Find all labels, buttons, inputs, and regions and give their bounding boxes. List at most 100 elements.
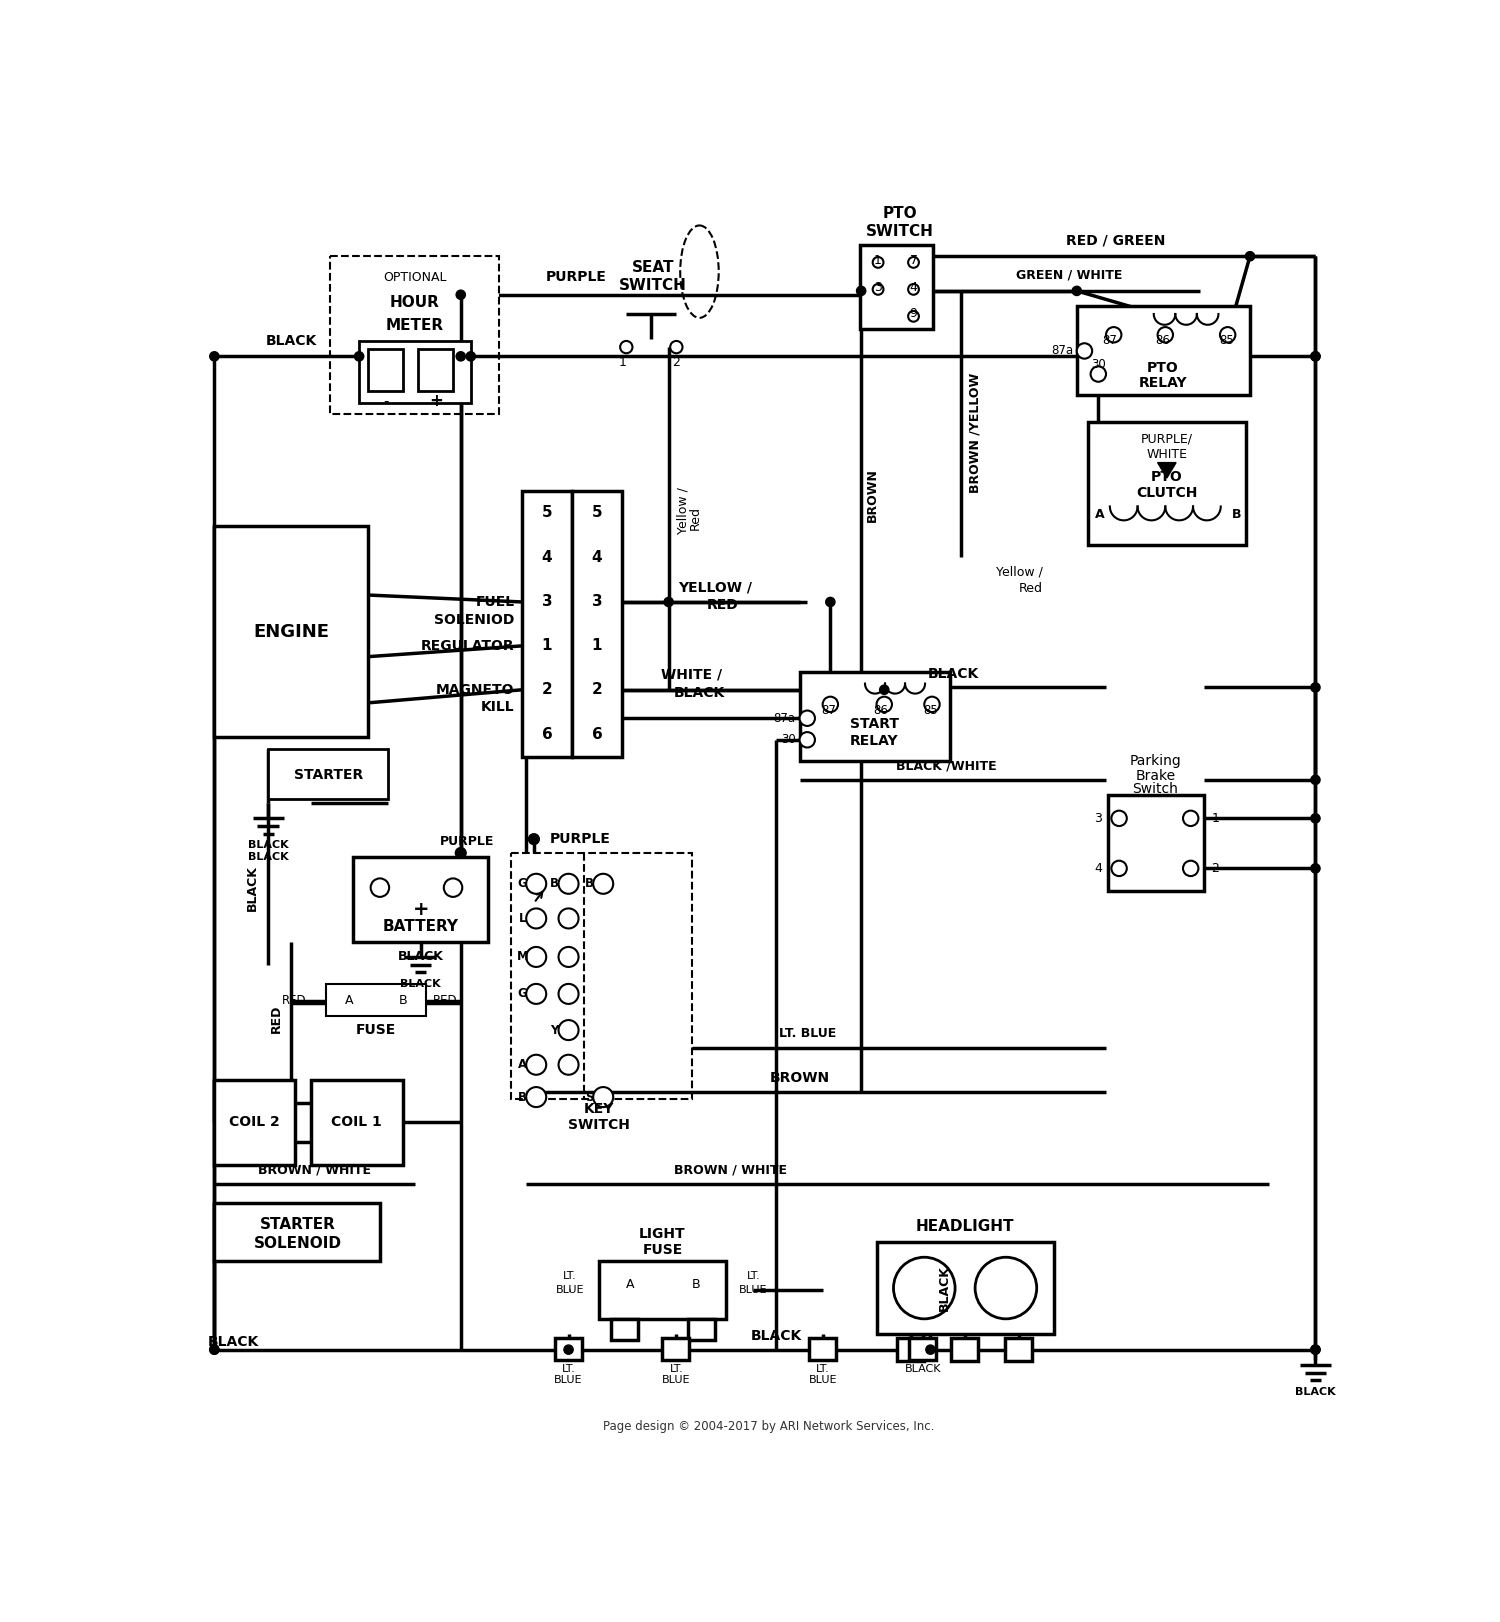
Circle shape <box>1311 683 1320 693</box>
Circle shape <box>1158 328 1173 342</box>
Text: B: B <box>518 1090 526 1103</box>
Text: MAGNETO: MAGNETO <box>436 683 514 697</box>
Text: 87: 87 <box>822 704 836 717</box>
Circle shape <box>1311 814 1320 822</box>
Text: BROWN / WHITE: BROWN / WHITE <box>674 1163 786 1176</box>
Text: FUSE: FUSE <box>356 1023 396 1036</box>
Bar <box>512 853 692 1100</box>
Text: A: A <box>626 1278 634 1291</box>
Circle shape <box>1311 865 1320 873</box>
Text: 85: 85 <box>922 704 938 717</box>
Circle shape <box>1311 352 1320 362</box>
Bar <box>808 1338 836 1359</box>
Bar <box>897 1338 924 1361</box>
Text: BLACK: BLACK <box>248 840 288 850</box>
Text: YELLOW /: YELLOW / <box>678 581 752 594</box>
Circle shape <box>526 1054 546 1075</box>
Text: BROWN: BROWN <box>770 1071 830 1085</box>
Circle shape <box>370 879 388 897</box>
Bar <box>1107 795 1204 892</box>
Text: SWITCH: SWITCH <box>865 224 933 238</box>
Bar <box>909 1338 936 1359</box>
Circle shape <box>1184 861 1198 876</box>
Circle shape <box>466 352 476 362</box>
Circle shape <box>444 879 462 897</box>
Text: LT.: LT. <box>561 1364 576 1374</box>
Circle shape <box>210 1345 219 1354</box>
Text: L: L <box>519 912 526 925</box>
Text: B: B <box>1232 508 1240 521</box>
Text: Y: Y <box>550 1023 560 1036</box>
Text: 1: 1 <box>542 639 552 654</box>
Text: GREEN / WHITE: GREEN / WHITE <box>1016 269 1122 282</box>
Circle shape <box>526 1087 546 1108</box>
Text: BATTERY: BATTERY <box>382 918 459 934</box>
Circle shape <box>210 352 219 362</box>
Text: 4: 4 <box>591 550 603 564</box>
Text: 5: 5 <box>591 504 603 521</box>
Text: PURPLE: PURPLE <box>549 832 610 847</box>
Bar <box>268 749 387 800</box>
Text: 2: 2 <box>1212 861 1219 874</box>
Text: Parking: Parking <box>1130 754 1180 767</box>
Text: BLACK: BLACK <box>938 1265 951 1311</box>
Text: PURPLE: PURPLE <box>440 835 494 848</box>
Text: LT.: LT. <box>562 1272 578 1281</box>
Text: 4: 4 <box>542 550 552 564</box>
Circle shape <box>822 697 839 712</box>
Text: 1: 1 <box>1212 813 1219 826</box>
Text: BLACK: BLACK <box>400 980 441 989</box>
Bar <box>1005 1338 1032 1361</box>
Text: RED: RED <box>282 994 306 1007</box>
Text: STARTER: STARTER <box>294 769 363 782</box>
Circle shape <box>1184 811 1198 826</box>
Circle shape <box>873 256 883 268</box>
Text: SWITCH: SWITCH <box>620 277 687 294</box>
Text: LT.: LT. <box>816 1364 830 1374</box>
Text: +: + <box>413 900 429 918</box>
Bar <box>876 1242 1053 1335</box>
Circle shape <box>456 352 465 362</box>
Text: B: B <box>399 994 408 1007</box>
Circle shape <box>526 947 546 967</box>
Text: Yellow /: Yellow / <box>996 566 1042 579</box>
Text: BLACK: BLACK <box>398 950 444 963</box>
Circle shape <box>210 1345 219 1354</box>
Text: B: B <box>550 878 560 890</box>
Text: 6: 6 <box>542 727 552 741</box>
Text: BLACK: BLACK <box>246 865 259 910</box>
Text: 30: 30 <box>782 733 795 746</box>
Circle shape <box>924 697 939 712</box>
Circle shape <box>354 352 363 362</box>
Text: 4: 4 <box>1095 861 1102 874</box>
Text: 87a: 87a <box>774 712 795 725</box>
Text: KILL: KILL <box>482 699 514 714</box>
Circle shape <box>894 1257 956 1319</box>
Text: RED: RED <box>270 1004 282 1033</box>
Text: SEAT: SEAT <box>632 260 675 276</box>
Text: BROWN: BROWN <box>865 469 879 522</box>
Bar <box>214 1080 296 1165</box>
Circle shape <box>876 697 892 712</box>
Text: 1: 1 <box>592 639 603 654</box>
Text: RELAY: RELAY <box>1138 376 1188 391</box>
Text: 85: 85 <box>1220 334 1234 347</box>
Circle shape <box>1220 328 1236 342</box>
Text: PTO: PTO <box>882 206 916 221</box>
Text: BLUE: BLUE <box>555 1375 584 1385</box>
Text: 86: 86 <box>873 704 888 717</box>
Text: BLACK: BLACK <box>248 852 288 861</box>
Bar <box>573 491 622 757</box>
Bar <box>1077 307 1250 394</box>
Circle shape <box>620 341 633 354</box>
Bar <box>214 526 369 738</box>
Circle shape <box>1077 344 1092 358</box>
Circle shape <box>1112 861 1126 876</box>
Bar <box>214 1204 380 1260</box>
Text: A: A <box>1095 508 1104 521</box>
Text: FUEL: FUEL <box>476 595 514 608</box>
Bar <box>310 1080 404 1165</box>
Text: BLACK /WHITE: BLACK /WHITE <box>896 759 996 772</box>
Text: WHITE /: WHITE / <box>662 667 723 681</box>
Text: OPTIONAL: OPTIONAL <box>382 271 447 284</box>
